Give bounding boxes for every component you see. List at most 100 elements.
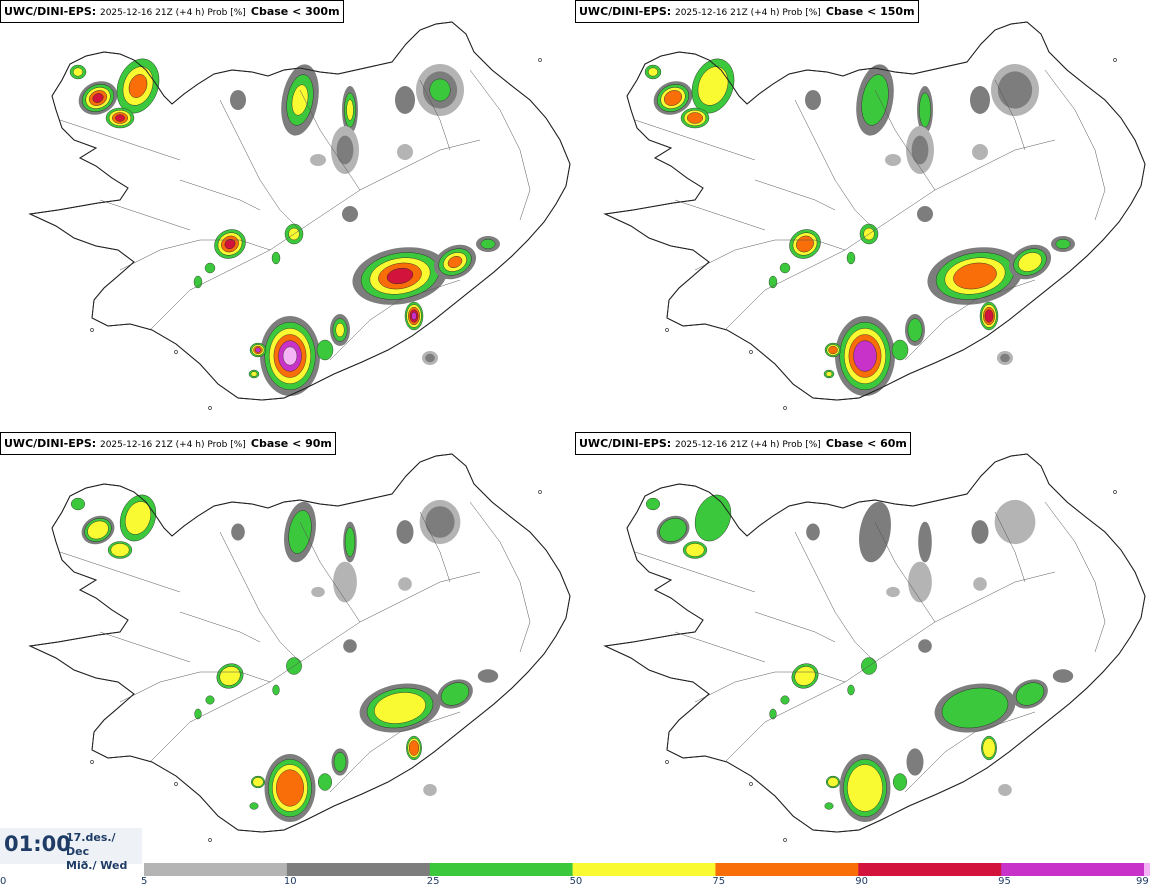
probability-area	[398, 577, 412, 591]
iceland-map	[28, 21, 571, 410]
probability-area	[219, 666, 241, 686]
colorbar-tick-label: 0	[0, 876, 7, 887]
run-info: 2025-12-16 21Z (+4 h) Prob [%]	[674, 440, 821, 450]
variable-name: Cbase < 300m	[250, 5, 340, 18]
probability-area	[333, 561, 357, 603]
probability-area	[687, 112, 703, 124]
probability-area	[288, 510, 312, 554]
date-line-2: Mið./ Wed	[66, 859, 128, 872]
island	[749, 782, 753, 786]
road-line	[694, 671, 846, 703]
colorbar-bin	[286, 863, 431, 876]
road-line	[694, 239, 846, 271]
probability-area	[1000, 353, 1010, 363]
probability-area	[825, 371, 833, 377]
probability-area	[859, 501, 891, 563]
panel-title: UWC/DINI-EPS: 2025-12-16 21Z (+4 h) Prob…	[0, 432, 336, 455]
road-line	[1044, 501, 1106, 653]
probability-area	[395, 86, 415, 114]
island	[208, 406, 212, 410]
island	[90, 328, 94, 332]
probability-area	[194, 708, 202, 720]
probability-area	[480, 238, 496, 249]
road-line	[179, 611, 261, 643]
probability-area	[204, 262, 216, 274]
island	[538, 490, 542, 494]
road-line	[874, 521, 936, 623]
probability-area	[824, 802, 834, 810]
date-line-1: 17.des./ Dec	[66, 831, 116, 858]
road-line	[219, 99, 301, 231]
probability-area	[997, 71, 1033, 109]
road-line	[874, 89, 936, 191]
island	[1113, 490, 1117, 494]
probability-area	[694, 494, 732, 542]
probability-area	[806, 523, 820, 541]
road-line	[119, 671, 271, 703]
road-line	[904, 279, 1036, 361]
probability-area	[333, 752, 347, 772]
road-line	[904, 711, 1036, 793]
colorbar-tick-label: 95	[998, 876, 1011, 887]
probability-area	[919, 92, 931, 128]
colorbar-bin	[1001, 863, 1145, 876]
probability-area	[970, 86, 990, 114]
road-line	[119, 239, 271, 271]
road-line	[149, 571, 481, 763]
coastline-outline	[28, 21, 571, 401]
road-line	[634, 119, 756, 161]
probability-area	[917, 206, 933, 222]
probability-area	[271, 251, 281, 265]
probability-area	[386, 267, 414, 285]
probability-area	[342, 206, 358, 222]
probability-area	[885, 154, 901, 166]
colorbar-tick-label: 90	[855, 876, 869, 887]
road-line	[329, 279, 461, 361]
probability-area	[447, 256, 463, 268]
variable-name: Cbase < 150m	[825, 5, 915, 18]
probability-area	[853, 340, 877, 372]
probability-area	[70, 497, 85, 511]
colorbar-tick-label: 10	[283, 876, 297, 887]
road-line	[149, 139, 481, 331]
probability-area	[918, 521, 932, 563]
colorbar-tick-label: 5	[141, 876, 148, 887]
probability-area	[861, 74, 889, 126]
probability-area	[310, 154, 326, 166]
island	[208, 838, 212, 842]
probability-area	[440, 682, 470, 706]
road-line	[794, 531, 876, 663]
valid-time-clock: 01:00	[4, 832, 71, 856]
probability-area	[941, 687, 1009, 729]
probability-area	[828, 345, 838, 355]
road-line	[59, 551, 181, 593]
probability-area	[318, 773, 333, 791]
probability-area	[282, 346, 298, 366]
colorbar-bin	[429, 863, 574, 876]
probability-area	[72, 67, 83, 77]
probability-area	[346, 99, 354, 121]
probability-area	[645, 497, 660, 511]
probability-area	[276, 769, 304, 807]
road-line	[99, 631, 191, 663]
island	[1113, 58, 1117, 62]
island	[749, 350, 753, 354]
probability-area	[343, 639, 357, 653]
probability-area	[982, 738, 996, 758]
probability-area	[847, 764, 883, 812]
iceland-map	[603, 453, 1146, 842]
colorbar-bin	[715, 863, 859, 876]
probability-area	[335, 322, 345, 338]
probability-area	[994, 499, 1036, 545]
road-line	[634, 551, 756, 593]
island	[665, 328, 669, 332]
probability-area	[250, 371, 258, 377]
map-panel-cbase-300m: UWC/DINI-EPS: 2025-12-16 21Z (+4 h) Prob…	[0, 0, 575, 430]
probability-area	[396, 520, 414, 544]
probability-area	[972, 144, 988, 160]
probability-area	[336, 135, 354, 165]
probability-area	[647, 67, 658, 77]
probability-area	[249, 802, 259, 810]
colorbar-bin	[144, 863, 288, 876]
coastline-outline	[603, 21, 1146, 401]
